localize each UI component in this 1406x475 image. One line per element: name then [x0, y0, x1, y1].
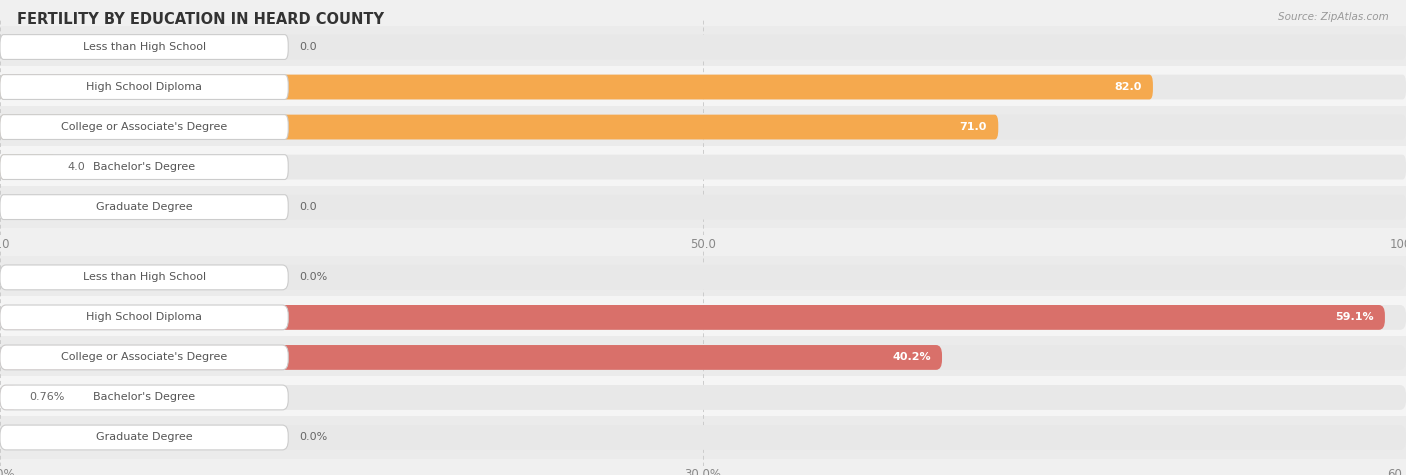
FancyBboxPatch shape	[0, 35, 1406, 59]
FancyBboxPatch shape	[0, 336, 1406, 379]
Text: Less than High School: Less than High School	[83, 272, 205, 283]
Text: 0.0%: 0.0%	[299, 432, 328, 443]
Text: 0.76%: 0.76%	[30, 392, 65, 402]
FancyBboxPatch shape	[0, 345, 942, 370]
Text: 0.0: 0.0	[299, 202, 318, 212]
FancyBboxPatch shape	[0, 305, 1385, 330]
Text: College or Associate's Degree: College or Associate's Degree	[60, 122, 228, 132]
FancyBboxPatch shape	[0, 425, 1406, 450]
FancyBboxPatch shape	[0, 66, 1406, 108]
FancyBboxPatch shape	[0, 385, 18, 410]
FancyBboxPatch shape	[0, 385, 288, 410]
Text: Graduate Degree: Graduate Degree	[96, 432, 193, 443]
FancyBboxPatch shape	[0, 155, 1406, 180]
FancyBboxPatch shape	[0, 114, 1406, 140]
Text: 0.0%: 0.0%	[299, 272, 328, 283]
FancyBboxPatch shape	[0, 416, 1406, 459]
FancyBboxPatch shape	[0, 75, 1406, 99]
FancyBboxPatch shape	[0, 385, 1406, 410]
Text: 40.2%: 40.2%	[893, 352, 931, 362]
Text: Less than High School: Less than High School	[83, 42, 205, 52]
Text: 82.0: 82.0	[1115, 82, 1142, 92]
FancyBboxPatch shape	[0, 155, 288, 180]
FancyBboxPatch shape	[0, 265, 1406, 290]
FancyBboxPatch shape	[0, 75, 1153, 99]
FancyBboxPatch shape	[0, 186, 1406, 228]
FancyBboxPatch shape	[0, 106, 1406, 148]
FancyBboxPatch shape	[0, 376, 1406, 418]
FancyBboxPatch shape	[0, 155, 56, 180]
FancyBboxPatch shape	[0, 114, 288, 140]
Text: Graduate Degree: Graduate Degree	[96, 202, 193, 212]
FancyBboxPatch shape	[0, 296, 1406, 339]
Text: 4.0: 4.0	[67, 162, 86, 172]
FancyBboxPatch shape	[0, 345, 1406, 370]
Text: Bachelor's Degree: Bachelor's Degree	[93, 162, 195, 172]
Text: 71.0: 71.0	[960, 122, 987, 132]
FancyBboxPatch shape	[0, 75, 288, 99]
Text: 59.1%: 59.1%	[1336, 313, 1374, 323]
FancyBboxPatch shape	[0, 146, 1406, 188]
FancyBboxPatch shape	[0, 195, 1406, 219]
FancyBboxPatch shape	[0, 305, 1406, 330]
FancyBboxPatch shape	[0, 265, 288, 290]
FancyBboxPatch shape	[0, 345, 288, 370]
Text: 0.0: 0.0	[299, 42, 318, 52]
Text: Source: ZipAtlas.com: Source: ZipAtlas.com	[1278, 12, 1389, 22]
FancyBboxPatch shape	[0, 35, 288, 59]
Text: High School Diploma: High School Diploma	[86, 82, 202, 92]
FancyBboxPatch shape	[0, 305, 288, 330]
Text: College or Associate's Degree: College or Associate's Degree	[60, 352, 228, 362]
Text: Bachelor's Degree: Bachelor's Degree	[93, 392, 195, 402]
FancyBboxPatch shape	[0, 195, 288, 219]
FancyBboxPatch shape	[0, 114, 998, 140]
FancyBboxPatch shape	[0, 256, 1406, 299]
FancyBboxPatch shape	[0, 26, 1406, 68]
Text: FERTILITY BY EDUCATION IN HEARD COUNTY: FERTILITY BY EDUCATION IN HEARD COUNTY	[17, 12, 384, 27]
Text: High School Diploma: High School Diploma	[86, 313, 202, 323]
FancyBboxPatch shape	[0, 425, 288, 450]
